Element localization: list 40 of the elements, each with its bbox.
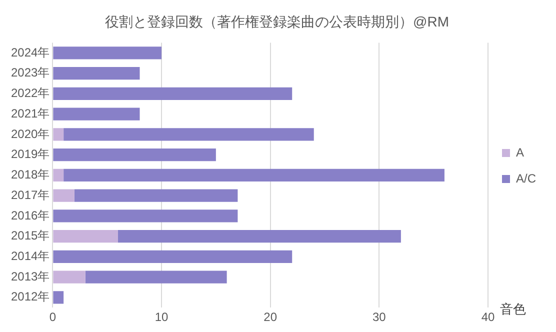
bar xyxy=(53,87,292,100)
bar xyxy=(118,230,401,243)
bar xyxy=(53,46,162,60)
legend-label: A xyxy=(516,145,524,160)
bar xyxy=(53,67,140,80)
y-tick-label: 2017年 xyxy=(10,188,50,202)
bar xyxy=(53,250,292,263)
bar xyxy=(53,210,238,222)
chart-title: 役割と登録回数（著作権登録楽曲の公表時期別）@RM xyxy=(105,13,449,30)
y-tick-label: 2024年 xyxy=(10,45,50,60)
bar xyxy=(53,148,216,162)
y-tick-label: 2021年 xyxy=(10,106,50,120)
y-tick-label: 2016年 xyxy=(10,208,50,222)
bar xyxy=(85,270,227,284)
y-tick-label: 2019年 xyxy=(10,147,50,162)
bar xyxy=(53,291,64,304)
bar xyxy=(53,230,118,243)
bar xyxy=(64,128,314,141)
bar xyxy=(53,108,140,120)
x-tick-label: 40 xyxy=(481,310,495,324)
bar xyxy=(64,168,444,182)
bar xyxy=(74,189,238,202)
y-tick-label: 2023年 xyxy=(10,66,50,80)
x-tick-label: 10 xyxy=(154,310,169,324)
x-tick-label: 0 xyxy=(49,310,56,324)
y-tick-label: 2014年 xyxy=(10,248,50,263)
y-tick-label: 2015年 xyxy=(10,228,50,243)
x-tick-label: 30 xyxy=(372,310,386,324)
y-tick-label: 2020年 xyxy=(10,126,50,141)
bar xyxy=(53,168,64,182)
bar xyxy=(53,270,86,284)
bar xyxy=(53,189,74,202)
bar xyxy=(53,128,64,141)
y-tick-label: 2018年 xyxy=(10,168,50,182)
legend-label: A/C xyxy=(516,171,536,186)
y-tick-label: 2013年 xyxy=(10,269,50,284)
text: 音色 xyxy=(500,302,526,317)
y-tick-label: 2022年 xyxy=(10,86,50,100)
x-tick-label: 20 xyxy=(264,310,278,324)
y-tick-label: 2012年 xyxy=(10,290,50,304)
